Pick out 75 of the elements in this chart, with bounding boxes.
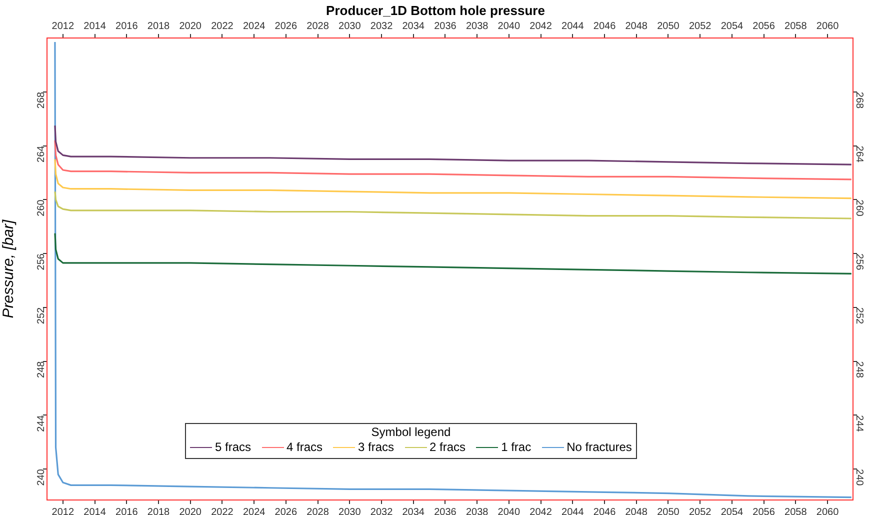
x2-tick-label: 2036 — [434, 506, 457, 515]
x-tick-label: 2036 — [434, 20, 457, 32]
x-tick-label: 2018 — [147, 20, 170, 32]
x-tick-label: 2052 — [688, 20, 712, 32]
y-axis-title: Pressure, [bar] — [0, 218, 18, 318]
y2-tick-label: 244 — [853, 415, 864, 432]
x2-tick-label: 2054 — [720, 506, 744, 515]
x-tick-label: 2060 — [816, 20, 840, 32]
x-tick-label: 2030 — [338, 20, 362, 32]
x-tick-label: 2014 — [84, 20, 106, 32]
y-tick-label: 256 — [36, 253, 47, 270]
x2-tick-label: 2050 — [657, 506, 680, 515]
x2-tick-label: 2042 — [530, 506, 552, 515]
x2-tick-label: 2018 — [147, 506, 170, 515]
x2-tick-label: 2038 — [466, 506, 489, 515]
x2-tick-label: 2032 — [370, 506, 394, 515]
legend-label: No fractures — [566, 440, 632, 455]
x2-tick-label: 2048 — [625, 506, 648, 515]
x2-tick-label: 2040 — [498, 506, 520, 515]
y2-tick-label: 240 — [853, 469, 864, 486]
x2-tick-label: 2014 — [84, 506, 106, 515]
x-tick-label: 2040 — [498, 20, 520, 32]
x2-tick-label: 2056 — [752, 506, 776, 515]
x-tick-label: 2038 — [466, 20, 489, 32]
y-tick-label: 260 — [36, 199, 47, 216]
x2-tick-label: 2052 — [688, 506, 712, 515]
y-tick-label: 252 — [36, 306, 47, 324]
x2-tick-label: 2020 — [179, 506, 202, 515]
x2-tick-label: 2012 — [52, 506, 74, 515]
x2-tick-label: 2022 — [211, 506, 234, 515]
x2-tick-label: 2046 — [593, 506, 616, 515]
y2-tick-label: 256 — [853, 254, 864, 271]
legend-label: 5 fracs — [215, 440, 252, 455]
x-tick-label: 2032 — [370, 20, 394, 32]
x2-tick-label: 2024 — [242, 506, 266, 515]
legend-title: Symbol legend — [370, 425, 452, 440]
x-tick-label: 2034 — [402, 20, 425, 32]
x2-tick-label: 2026 — [274, 506, 298, 515]
legend-label: 2 fracs — [430, 440, 466, 455]
x-tick-label: 2012 — [52, 20, 74, 32]
y-tick-label: 268 — [36, 91, 47, 109]
legend-label: 1 frac — [501, 440, 532, 455]
x-tick-label: 2020 — [179, 20, 202, 32]
x2-tick-label: 2030 — [338, 506, 362, 515]
x-tick-label: 2050 — [657, 20, 680, 32]
x2-tick-label: 2034 — [402, 506, 425, 515]
x-tick-label: 2048 — [625, 20, 648, 32]
x-tick-label: 2024 — [242, 20, 266, 32]
x-tick-label: 2046 — [593, 20, 616, 32]
y-tick-label: 244 — [36, 414, 47, 432]
x-tick-label: 2056 — [752, 20, 776, 32]
x2-tick-label: 2016 — [116, 506, 138, 515]
x-tick-label: 2028 — [306, 20, 330, 32]
y2-tick-label: 248 — [853, 361, 864, 378]
legend-label: 4 fracs — [286, 440, 323, 455]
x-tick-label: 2022 — [211, 20, 234, 32]
chart-title: Producer_1D Bottom hole pressure — [325, 3, 546, 18]
y2-tick-label: 268 — [853, 92, 864, 109]
x2-tick-label: 2044 — [562, 506, 584, 515]
x-tick-label: 2026 — [274, 20, 298, 32]
y2-tick-label: 264 — [853, 146, 864, 163]
y-tick-label: 248 — [36, 360, 47, 378]
x-tick-label: 2058 — [784, 20, 808, 32]
y-tick-label: 264 — [36, 145, 47, 162]
y2-tick-label: 252 — [853, 307, 864, 325]
x2-tick-label: 2058 — [784, 506, 808, 515]
x-tick-label: 2054 — [720, 20, 744, 32]
x-tick-label: 2042 — [530, 20, 552, 32]
legend-label: 3 fracs — [358, 440, 394, 455]
x2-tick-label: 2060 — [816, 506, 840, 515]
y2-tick-label: 260 — [853, 200, 864, 217]
x-tick-label: 2044 — [562, 20, 584, 32]
x-tick-label: 2016 — [116, 20, 138, 32]
y-tick-label: 240 — [36, 468, 47, 486]
x2-tick-label: 2028 — [306, 506, 330, 515]
